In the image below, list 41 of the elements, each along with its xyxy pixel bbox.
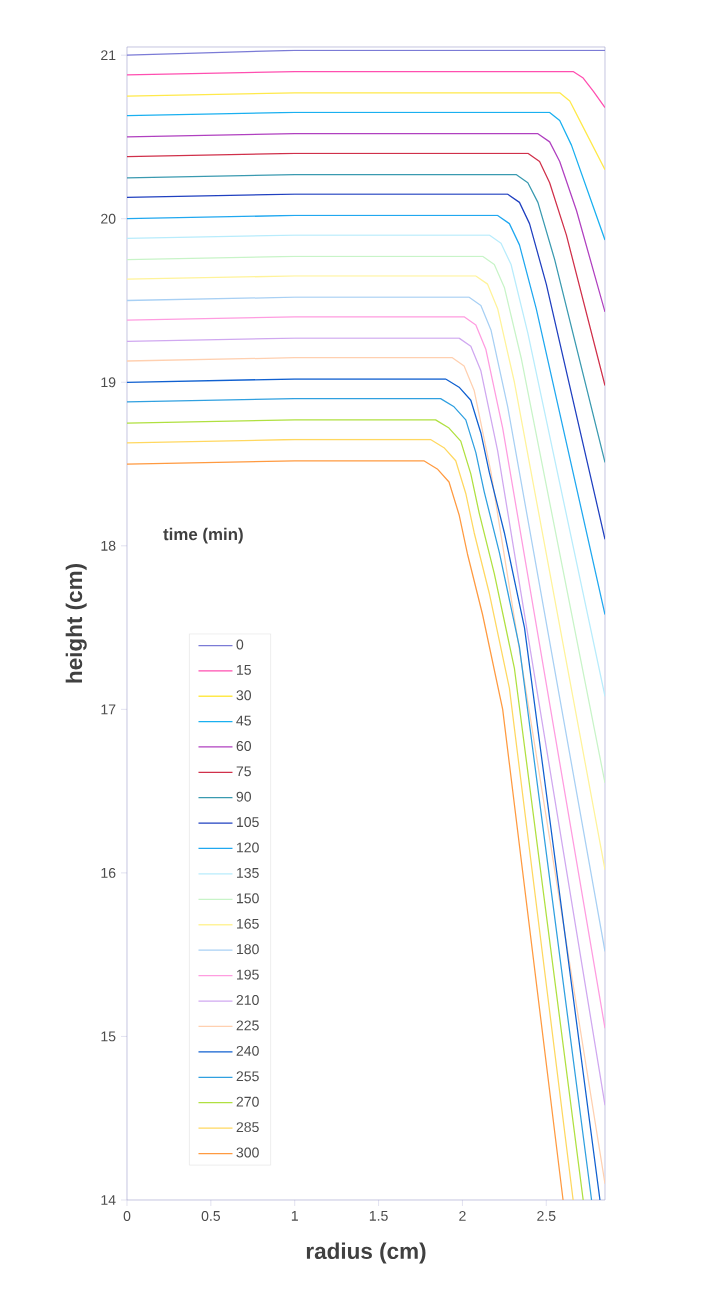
- legend-label: 30: [236, 690, 252, 701]
- y-tick-label: 20: [101, 213, 116, 224]
- legend-label: 270: [236, 1096, 259, 1107]
- legend-label: 195: [237, 969, 259, 980]
- legend-label: 240: [236, 1045, 259, 1056]
- y-axis-title: height (cm): [65, 564, 87, 683]
- y-tick-label: 14: [101, 1195, 116, 1205]
- x-tick-label: 0: [123, 1210, 131, 1221]
- y-tick-label: 15: [101, 1031, 116, 1042]
- legend-label: 285: [236, 1122, 259, 1133]
- line-series: [127, 70, 605, 109]
- legend-title: time (min): [163, 527, 243, 544]
- legend-label: 150: [237, 893, 259, 904]
- legend-label: 0: [236, 639, 244, 650]
- x-axis-title: radius (cm): [306, 1242, 426, 1264]
- x-tick-label: 1: [291, 1210, 298, 1221]
- x-tick-label: 1.5: [369, 1210, 388, 1221]
- y-tick-label: 21: [101, 50, 116, 61]
- legend-label: 255: [236, 1071, 259, 1082]
- legend-label: 225: [236, 1020, 259, 1031]
- x-tick-label: 2: [459, 1210, 466, 1221]
- legend-label: 105: [237, 817, 259, 828]
- x-tick-label: 0.5: [201, 1210, 221, 1221]
- legend-label: 300: [236, 1147, 259, 1158]
- line-series: [127, 111, 605, 241]
- legend-label: 210: [236, 995, 259, 1005]
- legend-label: 60: [236, 740, 252, 751]
- legend-label: 45: [236, 715, 251, 726]
- legend-label: 180: [237, 944, 259, 955]
- y-tick-label: 16: [101, 867, 116, 878]
- y-tick-label: 19: [101, 377, 116, 388]
- y-tick-label: 18: [101, 540, 116, 551]
- legend-label: 90: [236, 791, 252, 802]
- legend-label: 120: [237, 842, 259, 853]
- legend-label: 135: [237, 867, 259, 878]
- x-tick-label: 2.5: [537, 1210, 556, 1221]
- legend-label: 75: [236, 766, 251, 777]
- y-tick-label: 17: [101, 704, 116, 715]
- legend-label: 15: [237, 665, 251, 675]
- line-series: [127, 92, 605, 171]
- legend-label: 165: [237, 918, 259, 929]
